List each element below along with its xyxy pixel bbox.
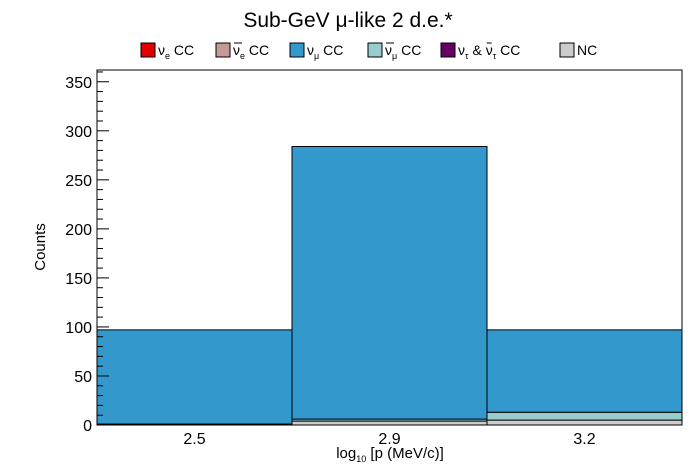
bar-2-series-3 [291, 145, 488, 420]
legend-label: NC [577, 42, 597, 58]
y-tick-label: 300 [65, 124, 92, 141]
bar-3-series-6 [486, 419, 683, 426]
legend: νe CC νe CC νμ CC νμ CC ντ & ντ CC NC [140, 42, 597, 61]
y-tick-label: 350 [65, 75, 92, 92]
bar-1-series-3 [96, 329, 293, 425]
bar-3-series-4 [486, 411, 683, 421]
y-axis-label: Counts [32, 223, 49, 271]
y-axis: 0 50 100 150 200 250 300 350 [65, 71, 109, 435]
legend-label: νμ CC [385, 42, 421, 61]
legend-swatch [559, 42, 575, 58]
legend-swatch [140, 42, 156, 58]
legend-swatch [215, 42, 231, 58]
plot-frame [96, 69, 683, 426]
legend-swatch [289, 42, 305, 58]
y-tick-label: 100 [65, 320, 92, 337]
y-tick-label: 250 [65, 173, 92, 190]
legend-label: νe CC [233, 42, 269, 61]
x-axis-label: log10 [p (MeV/c)] [336, 445, 444, 464]
bar-3-series-3 [486, 329, 683, 413]
bars [96, 145, 683, 426]
x-axis: 2.5 2.9 3.2 [183, 413, 596, 448]
y-tick-label: 50 [74, 369, 92, 386]
x-tick-label: 2.5 [183, 431, 205, 448]
x-tick-label: 2.9 [378, 431, 400, 448]
bar-2-series-6 [291, 420, 488, 426]
y-tick-label: 200 [65, 222, 92, 239]
y-tick-label: 0 [83, 418, 92, 435]
x-tick-label: 3.2 [573, 431, 595, 448]
legend-label: ντ & ντ CC [458, 42, 520, 61]
chart-title: Sub-GeV μ-like 2 d.e.* [243, 9, 452, 32]
legend-swatch [440, 42, 456, 58]
legend-swatch [367, 42, 383, 58]
legend-label: νe CC [158, 42, 194, 61]
y-tick-label: 150 [65, 271, 92, 288]
legend-label: νμ CC [307, 42, 343, 61]
